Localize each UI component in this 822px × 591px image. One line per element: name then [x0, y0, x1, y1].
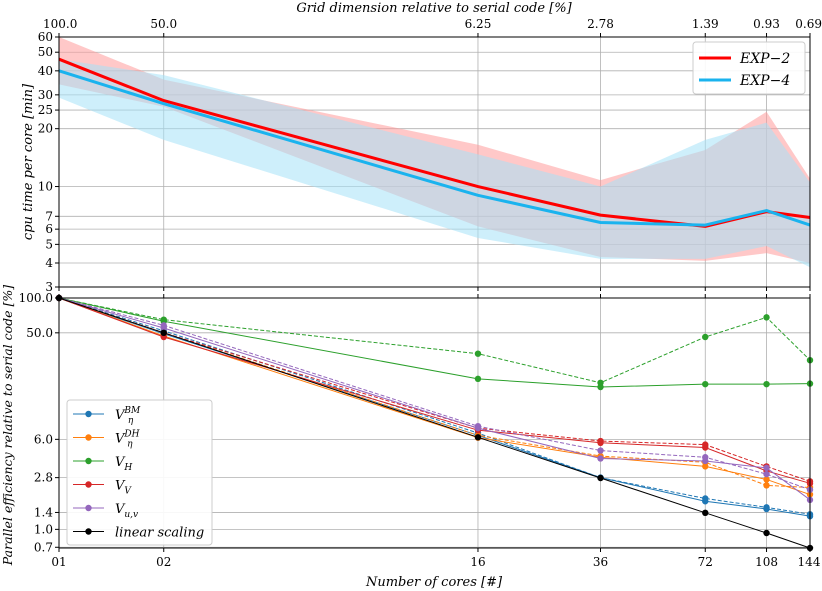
top-y-tick-label: 6: [45, 222, 53, 236]
top-x-ticks: 100.0 50.0 6.25 2.78 1.39 0.93 0.69: [43, 17, 822, 291]
bottom-x-tick-label: 108: [755, 555, 778, 569]
top-legend-label: EXP−2: [739, 51, 790, 67]
top-y-tick-label: 50: [38, 45, 53, 59]
bottom-x-tick-label: 72: [698, 555, 713, 569]
bottom-x-tick-label: 144: [798, 555, 821, 569]
solid-point-v-h: [763, 380, 770, 388]
top-y-tick-label: 10: [38, 180, 53, 194]
top-x-tick-label: 50.0: [150, 17, 177, 31]
bottom-legend-marker: [85, 481, 92, 488]
bottom-y-tick-label: 1.0: [34, 522, 53, 536]
bottom-legend-box: [66, 399, 213, 546]
dashed-line-v-h: [58, 297, 811, 384]
solid-line-v-h: [58, 297, 811, 388]
dashed-point-v-h: [702, 333, 709, 341]
dashed-point-v-h: [474, 350, 482, 357]
solid-point-v-v: [702, 444, 709, 451]
bottom-y-ticks: 0.7 1.0 1.4 2.8 6.0 50.0 100.0: [19, 291, 59, 554]
bottom-x-tick-label: 16: [470, 555, 485, 569]
bottom-legend-marker: [85, 457, 92, 465]
bottom-legend-marker: [85, 504, 92, 512]
top-legend: EXP−2 EXP−4: [692, 41, 806, 95]
solid-point-linear-scaling: [474, 434, 482, 441]
top-legend-label: EXP−4: [739, 73, 790, 89]
bottom-y-tick-label: 1.4: [34, 505, 53, 519]
solid-point-linear-scaling: [763, 529, 770, 537]
solid-point-v-u-v: [763, 464, 770, 472]
top-plot-frame: [58, 36, 811, 288]
dashed-point-v-h: [763, 314, 770, 321]
bottom-legend-label: VV: [115, 479, 132, 497]
solid-point-v-u-v: [597, 455, 604, 462]
bottom-y-tick-label: 50.0: [26, 326, 53, 340]
solid-point-v-dh: [763, 476, 770, 483]
bottom-series-lines: [55, 294, 814, 552]
bottom-legend-label: Vu,v: [115, 502, 138, 520]
solid-point-v-h: [597, 383, 604, 391]
solid-point-v-h: [474, 375, 482, 383]
top-x-tick-label: 0.69: [795, 17, 822, 31]
top-x-tick-label: 0.93: [753, 17, 780, 31]
top-x-tick-label: 6.25: [465, 17, 492, 31]
bottom-legend-label: VBM η: [115, 406, 141, 426]
top-y-tick-label: 25: [38, 103, 53, 117]
bottom-legend: VBM η VDH η VH VV Vu,v linear scaling: [66, 399, 213, 546]
bottom-legend-label: VH: [115, 455, 132, 473]
bottom-plot-frame: [58, 297, 811, 549]
solid-point-v-bm: [763, 505, 770, 513]
top-y-tick-label: 30: [38, 88, 53, 102]
solid-point-v-u-v: [474, 424, 482, 432]
top-y-tick-label: 5: [45, 237, 53, 251]
bottom-legend-marker: [85, 410, 92, 418]
top-y-tick-label: 60: [38, 30, 53, 44]
efficiency-panel: 0.7 1.0 1.4 2.8 6.0 50.0 100.0 01 02 16 36 72 108 14…: [0, 285, 821, 590]
solid-point-v-h: [702, 380, 709, 388]
solid-point-v-bm: [702, 498, 709, 505]
solid-point-linear-scaling: [160, 329, 167, 337]
bottom-y-axis-label: Parallel efficiency relative to serial c…: [0, 285, 15, 566]
top-axis-title: Grid dimension relative to serial code […: [296, 1, 572, 16]
band-exp-4: [59, 59, 810, 268]
bottom-x-tick-label: 02: [156, 555, 171, 569]
top-y-axis-label: cpu time per core [min]: [21, 83, 36, 240]
top-y-tick-label: 40: [38, 64, 53, 78]
dashed-point-v-dh: [763, 482, 770, 489]
top-y-tick-label: 20: [38, 122, 53, 136]
bottom-legend-marker: [85, 434, 92, 441]
top-uncertainty-bands: [59, 37, 810, 268]
bottom-y-tick-label: 100.0: [19, 291, 53, 305]
solid-point-v-u-v: [702, 457, 709, 465]
top-y-tick-label: 3: [45, 280, 53, 294]
top-y-tick-label: 7: [45, 209, 53, 223]
bottom-y-tick-label: 6.0: [34, 432, 53, 446]
solid-point-linear-scaling: [597, 474, 604, 482]
bottom-legend-label: VDH η: [115, 430, 140, 450]
top-x-tick-label: 1.39: [692, 17, 719, 31]
bottom-x-axis-label: Number of cores [#]: [365, 575, 503, 590]
top-x-tick-label: 2.78: [587, 17, 614, 31]
bottom-y-tick-label: 0.7: [34, 540, 53, 554]
dashed-point-v-u-v: [763, 470, 770, 478]
bottom-legend-label: linear scaling: [115, 526, 204, 541]
bottom-legend-marker: [85, 528, 92, 535]
top-series-lines: [58, 57, 811, 228]
bottom-x-tick-label: 36: [593, 555, 608, 569]
dashed-point-v-u-v: [597, 447, 604, 454]
solid-point-v-v: [597, 439, 604, 447]
line-exp-4: [58, 69, 811, 227]
solid-point-v-dh: [702, 463, 709, 470]
solid-point-linear-scaling: [702, 509, 709, 517]
top-x-tick-label: 100.0: [43, 17, 77, 31]
solid-point-v-u-v: [160, 324, 167, 332]
top-y-tick-label: 4: [45, 256, 53, 270]
bottom-x-tick-label: 01: [51, 555, 66, 569]
bottom-x-ticks: 01 02 16 36 72 108 144: [51, 294, 821, 569]
bottom-y-tick-label: 2.8: [34, 471, 53, 485]
